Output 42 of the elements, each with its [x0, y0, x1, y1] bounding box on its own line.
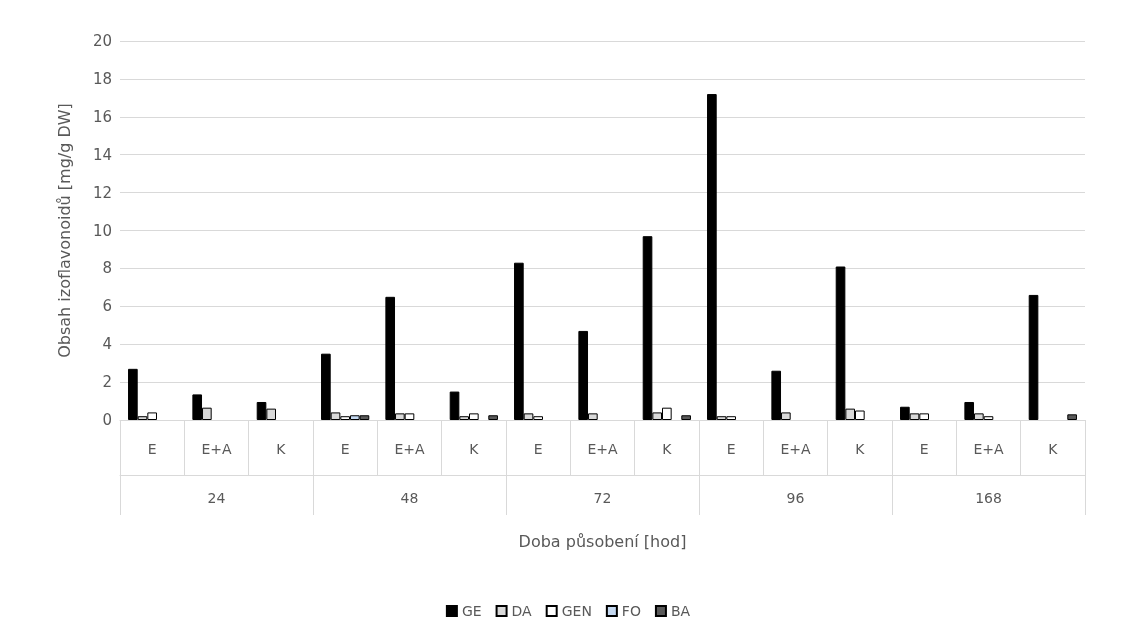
x-tick-label: E+A [780, 441, 811, 457]
y-tick-label: 10 [92, 221, 112, 240]
y-tick-label: 12 [92, 183, 112, 202]
x-tick-label: K [855, 441, 866, 457]
y-axis-title: Obsah izoflavonoidů [mg/g DW] [54, 103, 74, 358]
legend-label: DA [511, 603, 533, 619]
y-tick-label: 14 [92, 145, 112, 164]
bar [1067, 414, 1077, 420]
text: 96 [786, 490, 805, 506]
y-tick-label: 0 [102, 411, 112, 429]
x-tick-label: E [726, 441, 736, 457]
legend-label: BA [670, 603, 691, 619]
bar [1028, 294, 1039, 420]
text: 48 [400, 490, 419, 506]
x-tick-label: K [1048, 441, 1059, 457]
x-tick-label: K [469, 441, 480, 457]
y-tick-label: 16 [92, 107, 112, 126]
y-tick-label: 20 [92, 32, 112, 50]
x-tick-label: E [340, 441, 350, 457]
y-tick-label: 8 [102, 259, 112, 278]
x-axis-title: Doba působení [hod] [518, 531, 687, 551]
y-tick-label: 6 [102, 297, 112, 316]
bar [488, 415, 498, 420]
x-tick-label: E+A [587, 441, 618, 457]
y-tick-label: 4 [102, 335, 112, 354]
legend-label: FO [621, 603, 641, 619]
x-tick-label: E [147, 441, 157, 457]
bar [681, 415, 691, 420]
y-tick-label: 2 [102, 373, 112, 392]
text: 168 [975, 490, 1002, 506]
x-tick-label: E+A [201, 441, 232, 457]
legend-label: GE [461, 603, 482, 619]
x-tick-label: E [533, 441, 543, 457]
x-tick-label: E [919, 441, 929, 457]
y-tick-label: 18 [92, 69, 112, 88]
text: 24 [207, 490, 226, 506]
legend-label: GEN [561, 603, 592, 619]
x-tick-label: E+A [973, 441, 1004, 457]
text: 72 [593, 490, 612, 506]
x-tick-label: K [276, 441, 287, 457]
x-tick-label: K [662, 441, 673, 457]
x-tick-label: E+A [394, 441, 425, 457]
